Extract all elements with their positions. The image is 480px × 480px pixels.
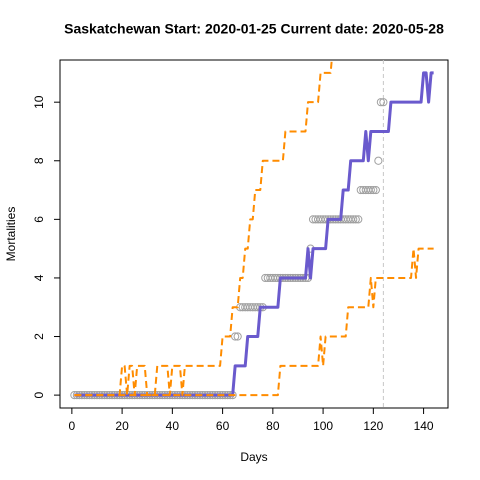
x-tick-label: 20	[115, 419, 129, 433]
y-tick-label: 10	[32, 95, 46, 109]
x-tick-label: 40	[166, 419, 180, 433]
observed-point	[231, 332, 240, 341]
x-axis-label: Days	[240, 450, 267, 464]
y-tick-label: 2	[32, 333, 46, 340]
observed-point	[351, 215, 360, 224]
observed-point	[233, 332, 242, 341]
observed-point	[371, 185, 380, 195]
observed-point	[379, 98, 388, 107]
observed-point	[366, 185, 375, 195]
y-tick-label: 0	[32, 391, 46, 398]
y-tick-label: 8	[32, 157, 46, 164]
x-tick-label: 120	[363, 419, 383, 433]
y-tick-label: 4	[32, 274, 46, 281]
observed-point	[349, 215, 358, 224]
observed-point	[374, 156, 383, 165]
x-tick-label: 60	[216, 419, 230, 433]
y-axis-label: Mortalities	[4, 207, 18, 262]
observed-point	[354, 215, 363, 224]
y-tick-label: 6	[32, 216, 46, 223]
chart-title: Saskatchewan Start: 2020-01-25 Current d…	[64, 21, 444, 37]
x-tick-label: 0	[69, 419, 76, 433]
observed-point	[376, 98, 385, 107]
x-tick-label: 100	[313, 419, 333, 433]
x-tick-label: 140	[414, 419, 434, 433]
x-tick-label: 80	[266, 419, 280, 433]
plot-frame	[59, 59, 449, 409]
observed-point	[369, 185, 378, 195]
plot-area	[70, 60, 434, 408]
